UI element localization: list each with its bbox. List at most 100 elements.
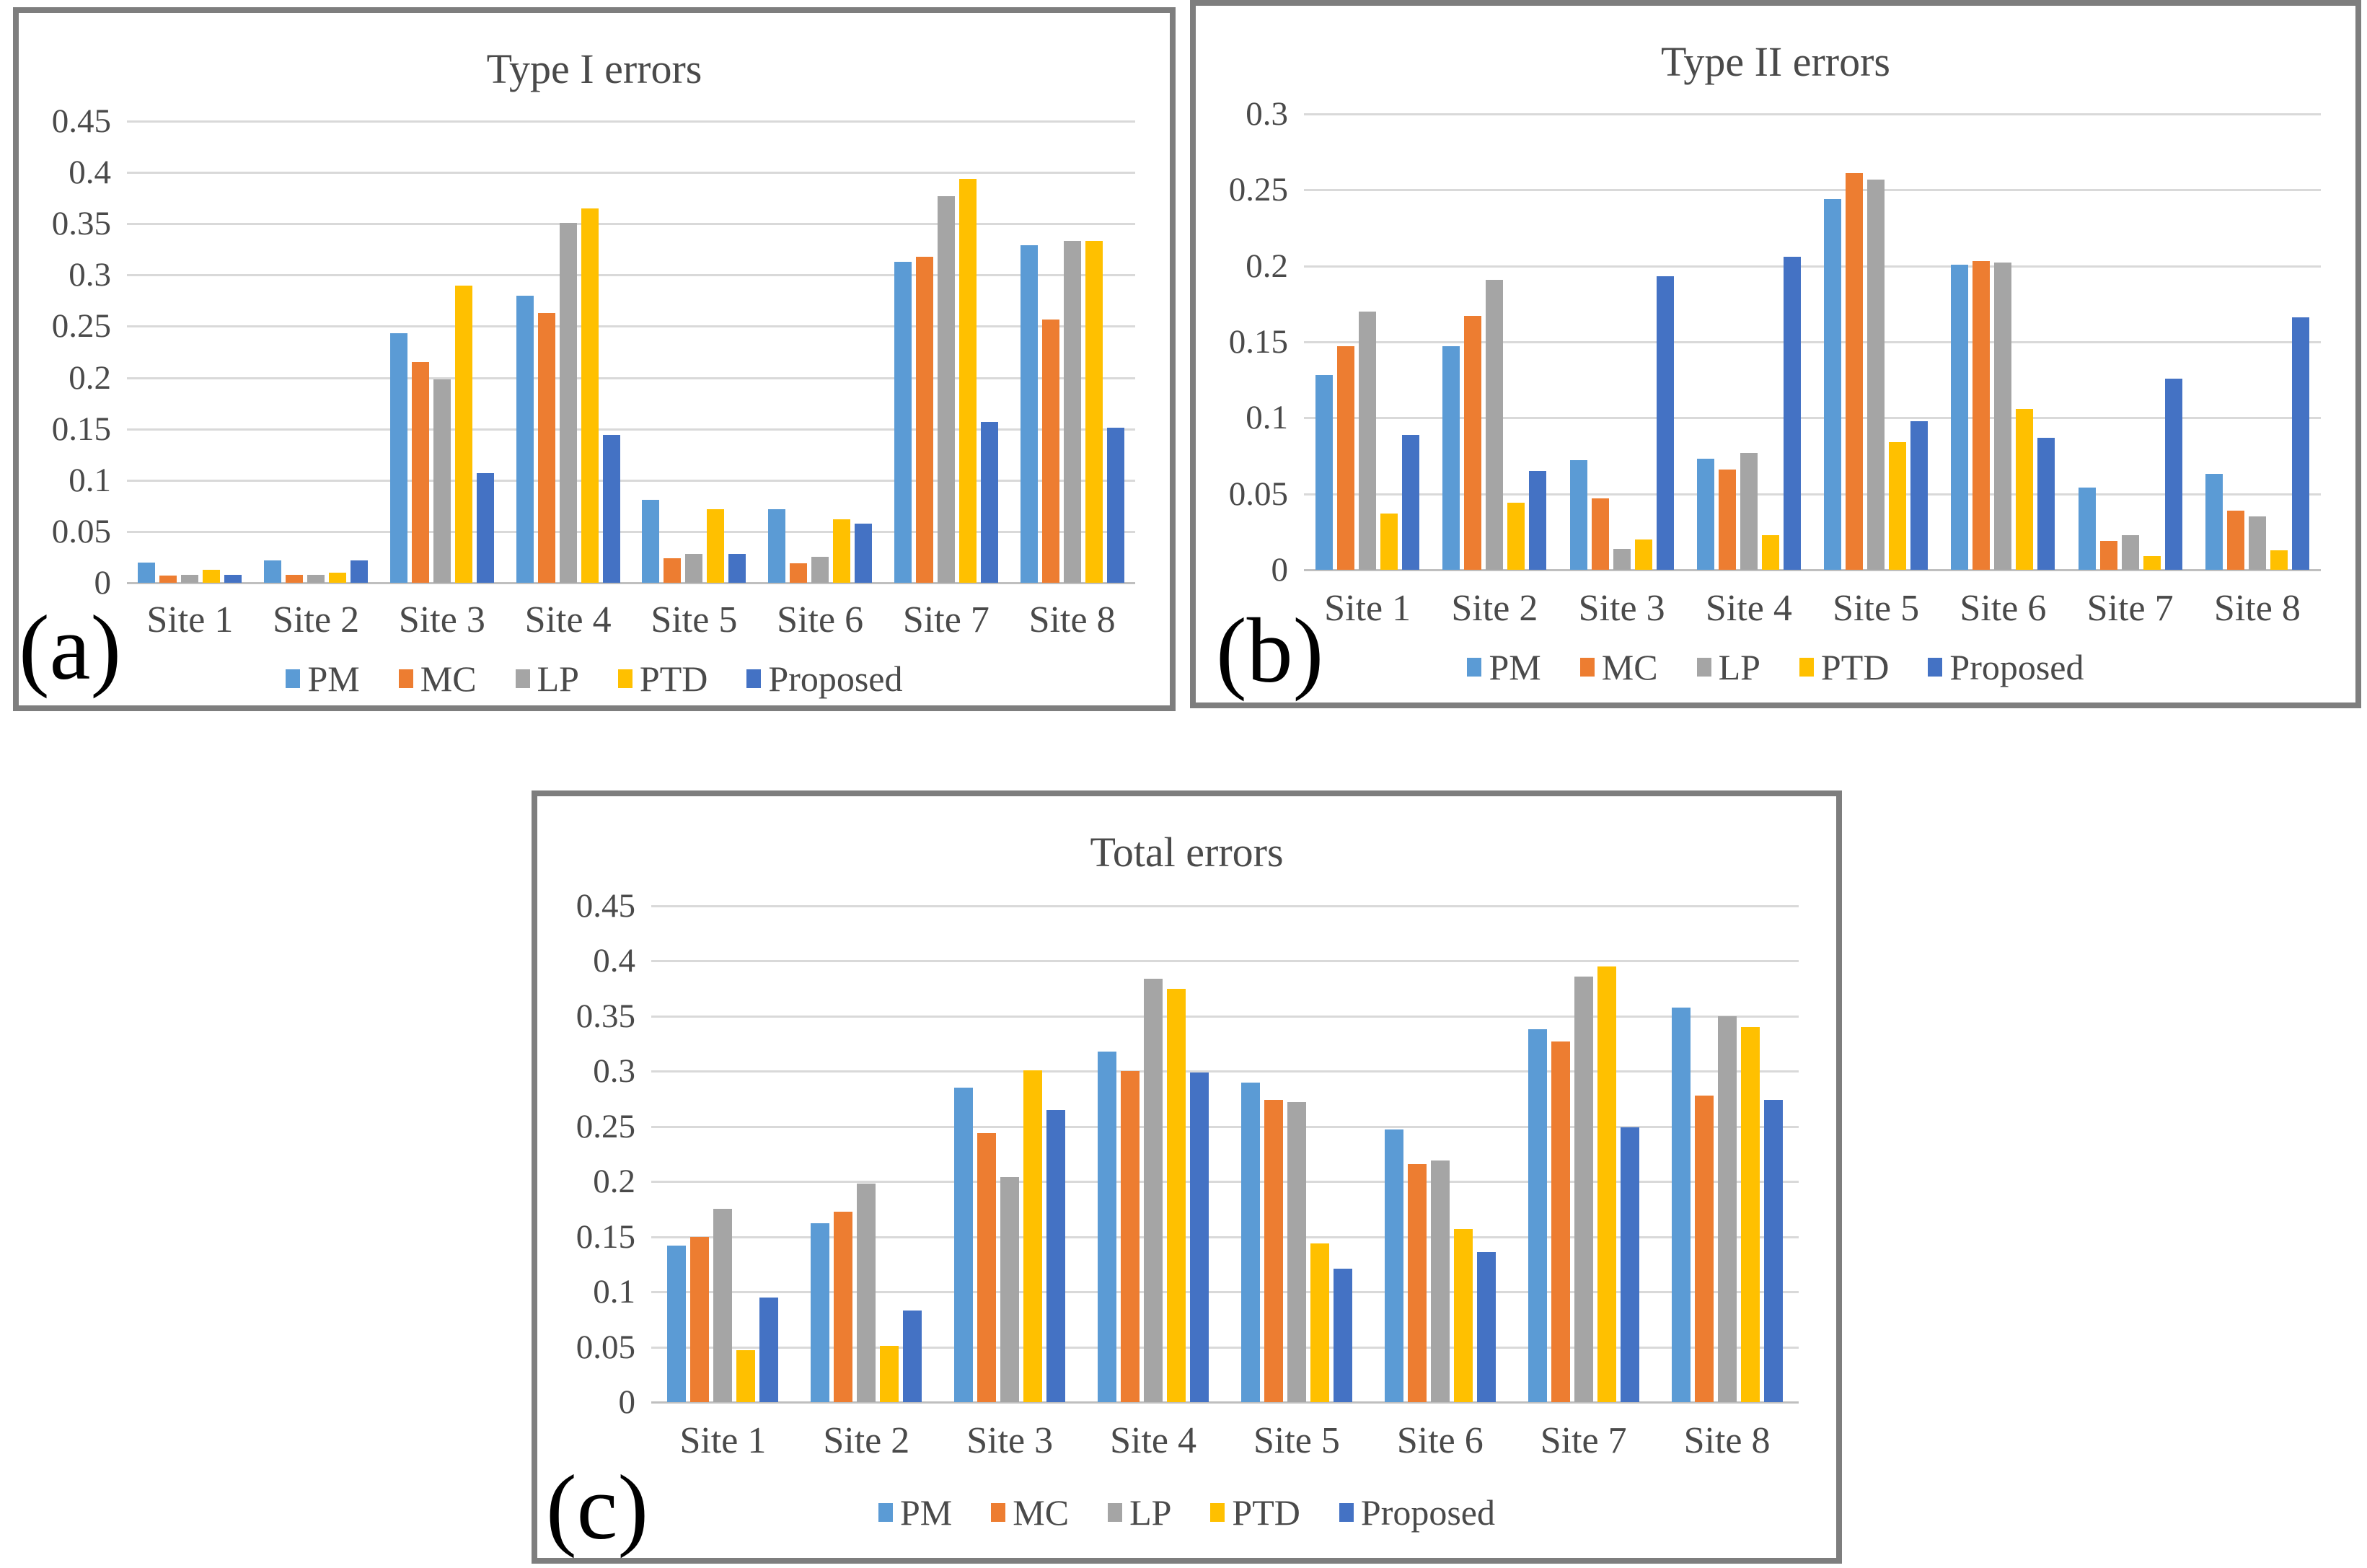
bar-pm-site-7 [894, 261, 912, 583]
legend-label: PTD [1232, 1492, 1300, 1533]
bar-pm-site-6 [768, 508, 786, 583]
x-tick-label-site-2: Site 2 [1451, 588, 1538, 629]
legend-label: LP [1718, 647, 1760, 687]
gridline [1304, 493, 2321, 495]
bar-mc-site-3 [411, 362, 429, 583]
gridline [651, 1015, 1799, 1018]
bar-ptd-site-6 [1453, 1228, 1473, 1402]
bar-proposed-site-2 [1529, 471, 1547, 570]
y-tick-label: 0.2 [593, 1163, 635, 1201]
y-tick-label: 0.3 [593, 1052, 635, 1091]
legend-marker-ptd [1799, 658, 1814, 677]
bar-proposed-site-3 [1046, 1109, 1066, 1402]
legend-item-mc: MC [991, 1492, 1069, 1533]
bar-lp-site-1 [713, 1209, 733, 1402]
bar-group-site-7 [883, 121, 1010, 583]
legend: PM MC LP PTD Proposed [1196, 646, 2355, 688]
legend: PM MC LP PTD Proposed [537, 1492, 1836, 1533]
gridline [127, 479, 1135, 482]
bar-pm-site-4 [1098, 1051, 1117, 1402]
bar-proposed-site-1 [759, 1297, 779, 1402]
bar-pm-site-3 [954, 1088, 974, 1402]
gridline [127, 274, 1135, 277]
x-tick-label-site-6: Site 6 [1396, 1420, 1484, 1461]
bar-proposed-site-7 [2164, 378, 2182, 570]
bar-pm-site-2 [1442, 346, 1460, 570]
x-tick-label-site-1: Site 1 [679, 1420, 767, 1461]
bar-group-site-8 [1655, 906, 1799, 1402]
x-tick-label-site-2: Site 2 [273, 599, 360, 640]
x-tick-label-site-3: Site 3 [1578, 588, 1665, 629]
legend-item-lp: LP [1108, 1492, 1171, 1533]
y-tick-label: 0.15 [1228, 323, 1288, 361]
gridline [651, 905, 1799, 907]
bar-ptd-site-6 [833, 519, 851, 583]
bar-mc-site-2 [286, 574, 304, 583]
bar-lp-site-2 [307, 574, 325, 583]
bar-ptd-site-2 [1507, 503, 1525, 570]
bar-mc-site-4 [1718, 469, 1736, 570]
bar-ptd-site-5 [1310, 1243, 1329, 1402]
bar-proposed-site-5 [1910, 420, 1929, 570]
legend-marker-pm [1467, 658, 1482, 677]
legend-marker-ptd [1210, 1503, 1225, 1522]
bar-pm-site-5 [1240, 1082, 1260, 1402]
panel-type-ii-errors: Type II errors 0 0.05 0.1 0.15 0.2 0.25 0.3 Si… [1190, 0, 2361, 708]
bar-ptd-site-7 [958, 178, 977, 583]
x-tick-label-site-2: Site 2 [823, 1420, 910, 1461]
gridline [127, 223, 1135, 226]
legend-label: Proposed [1949, 647, 2084, 687]
bar-proposed-site-2 [351, 560, 369, 583]
legend-item-ptd: PTD [1210, 1492, 1300, 1533]
bar-lp-site-8 [1063, 241, 1081, 583]
bar-ptd-site-7 [1597, 966, 1616, 1402]
gridline [127, 120, 1135, 123]
bar-proposed-site-6 [2037, 437, 2055, 570]
gridline [651, 1236, 1799, 1238]
gridline [1304, 189, 2321, 192]
bar-lp-site-7 [1574, 976, 1593, 1402]
bar-lp-site-4 [1740, 452, 1758, 570]
gridline [651, 1125, 1799, 1128]
y-tick-label: 0.25 [1228, 171, 1288, 209]
bar-pm-site-6 [1384, 1129, 1403, 1402]
bar-ptd-site-3 [454, 285, 472, 583]
bar-pm-site-7 [2078, 488, 2096, 570]
gridline [127, 325, 1135, 328]
bar-pm-site-5 [642, 499, 660, 583]
x-tick-label-site-8: Site 8 [1683, 1420, 1771, 1461]
bar-proposed-site-1 [224, 574, 242, 583]
legend-marker-proposed [746, 669, 762, 688]
y-tick-label: 0.25 [576, 1107, 635, 1145]
y-tick-label: 0 [618, 1383, 636, 1421]
bar-pm-site-2 [264, 560, 282, 583]
bar-groups [651, 906, 1799, 1402]
legend-marker-lp [1108, 1503, 1123, 1522]
y-tick-label: 0.3 [69, 256, 111, 294]
legend-item-mc: MC [1579, 646, 1658, 688]
bar-pm-site-4 [516, 295, 534, 583]
gridline [127, 582, 1135, 584]
x-tick-label-site-8: Site 8 [1028, 599, 1116, 640]
x-axis-labels: Site 1 Site 2 Site 3 Site 4 Site 5 Site 6 Site… [651, 1419, 1799, 1462]
bar-group-site-4 [505, 121, 631, 583]
bar-mc-site-4 [537, 312, 555, 583]
chart-title: Total errors [1090, 829, 1284, 876]
x-tick-label-site-1: Site 1 [146, 599, 234, 640]
bar-ptd-site-4 [581, 208, 599, 583]
bar-group-site-5 [1225, 906, 1369, 1402]
y-tick-label: 0.25 [51, 307, 111, 345]
gridline [1304, 341, 2321, 343]
y-tick-label: 0.1 [593, 1273, 635, 1311]
bar-group-site-6 [757, 121, 883, 583]
gridline [127, 530, 1135, 533]
bar-pm-site-1 [667, 1245, 687, 1402]
x-tick-label-site-7: Site 7 [1540, 1420, 1627, 1461]
y-tick-label: 0.1 [69, 461, 111, 499]
bar-group-site-3 [938, 906, 1082, 1402]
legend-marker-mc [1579, 658, 1595, 677]
bar-ptd-site-7 [2143, 556, 2161, 570]
bar-ptd-site-8 [1085, 241, 1103, 583]
bar-mc-site-5 [1264, 1100, 1283, 1402]
bar-mc-site-6 [1407, 1163, 1427, 1402]
